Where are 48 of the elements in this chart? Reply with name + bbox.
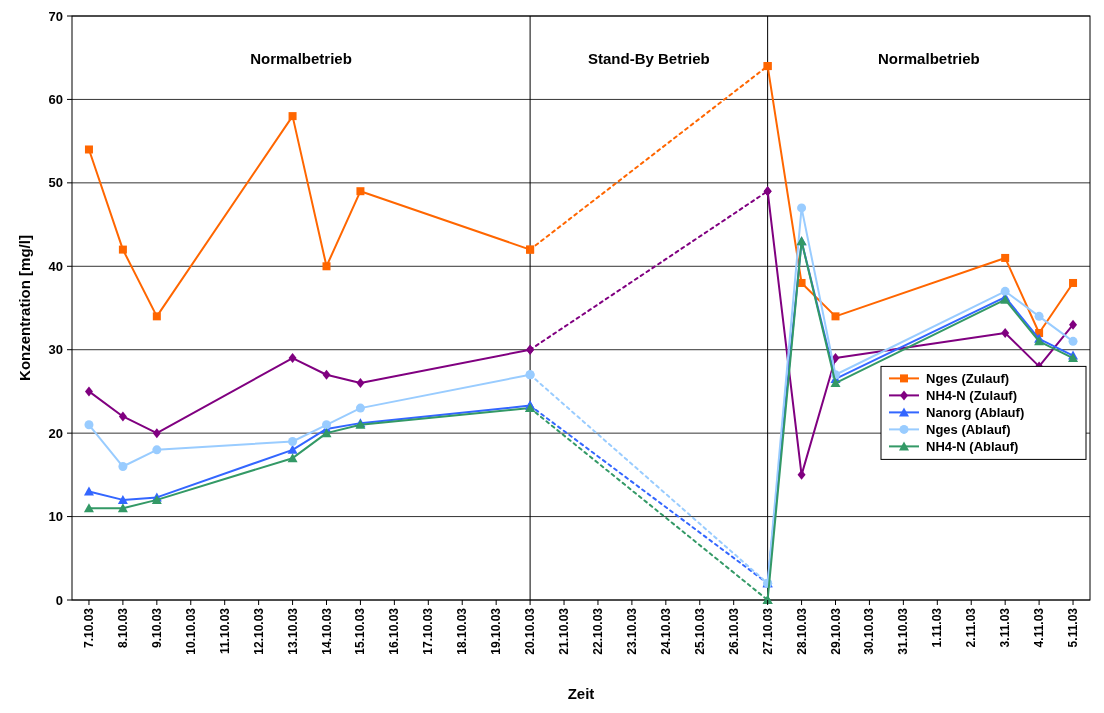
y-tick-label: 10 <box>48 509 63 525</box>
x-tick-label: 8.10.03 <box>115 607 130 649</box>
x-tick-label: 20.10.03 <box>523 607 538 655</box>
x-tick-label: 30.10.03 <box>862 607 877 655</box>
legend-label: NH4-N (Zulauf) <box>926 387 1017 403</box>
x-tick-label: 9.10.03 <box>149 607 164 649</box>
x-tick-label: 2.11.03 <box>964 607 979 648</box>
x-tick-label: 14.10.03 <box>319 607 334 655</box>
x-tick-label: 28.10.03 <box>794 607 809 655</box>
legend-label: Nanorg (Ablauf) <box>926 404 1025 420</box>
x-tick-label: 10.10.03 <box>183 607 198 655</box>
x-tick-label: 15.10.03 <box>353 607 368 655</box>
y-tick-label: 70 <box>48 8 63 24</box>
x-tick-label: 11.10.03 <box>217 607 232 655</box>
legend-label: Nges (Ablauf) <box>926 421 1011 437</box>
x-tick-label: 4.11.03 <box>1032 607 1047 648</box>
y-axis-title: Konzentration [mg/l] <box>16 235 33 381</box>
x-tick-label: 22.10.03 <box>590 607 605 655</box>
y-tick-label: 20 <box>48 425 63 441</box>
annotation: Normalbetrieb <box>877 50 980 67</box>
x-tick-label: 3.11.03 <box>998 607 1013 648</box>
x-tick-label: 12.10.03 <box>251 607 266 655</box>
y-tick-label: 0 <box>55 592 63 608</box>
annotation: Stand-By Betrieb <box>588 50 710 67</box>
x-tick-label: 5.11.03 <box>1066 607 1081 648</box>
x-tick-label: 25.10.03 <box>692 607 707 655</box>
y-tick-label: 60 <box>48 91 63 107</box>
x-tick-label: 7.10.03 <box>81 607 96 649</box>
x-tick-label: 24.10.03 <box>658 607 673 655</box>
y-tick-label: 40 <box>48 258 63 274</box>
x-tick-label: 17.10.03 <box>421 607 436 655</box>
x-tick-label: 31.10.03 <box>896 607 911 655</box>
x-tick-label: 18.10.03 <box>455 607 470 655</box>
y-tick-label: 50 <box>48 175 63 191</box>
x-tick-label: 19.10.03 <box>489 607 504 655</box>
x-tick-label: 26.10.03 <box>726 607 741 655</box>
legend-label: Nges (Zulauf) <box>926 370 1010 386</box>
x-tick-label: 13.10.03 <box>285 607 300 655</box>
x-tick-label: 1.11.03 <box>930 607 945 648</box>
y-tick-label: 30 <box>48 342 63 358</box>
annotation: Normalbetrieb <box>250 50 352 67</box>
x-tick-label: 21.10.03 <box>557 607 572 655</box>
x-tick-label: 23.10.03 <box>624 607 639 655</box>
x-tick-label: 29.10.03 <box>828 607 843 655</box>
x-tick-label: 27.10.03 <box>760 607 775 655</box>
x-tick-label: 16.10.03 <box>387 607 402 655</box>
x-axis-title: Zeit <box>567 685 595 702</box>
legend-label: NH4-N (Ablauf) <box>926 438 1019 454</box>
